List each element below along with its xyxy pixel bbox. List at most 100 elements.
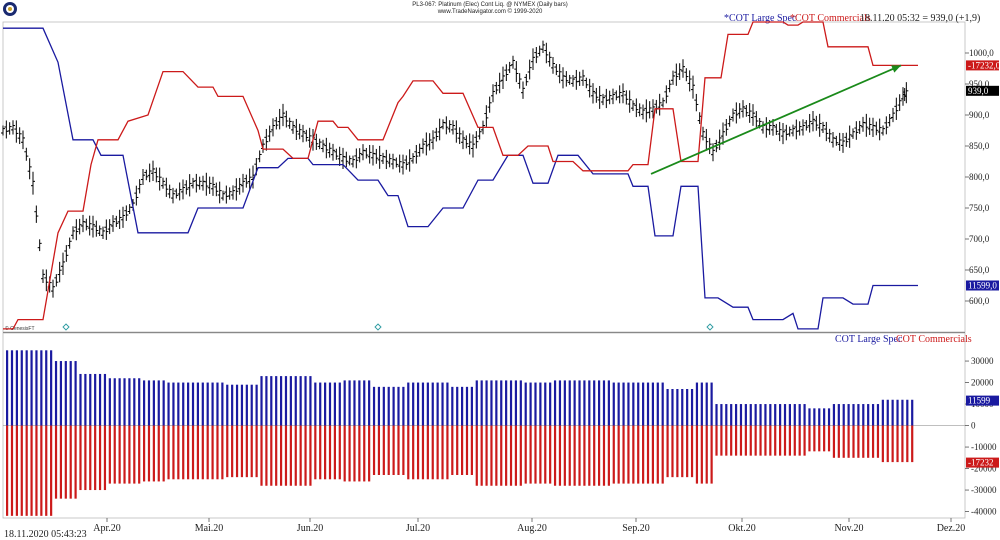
- large-spec-bar: [240, 384, 244, 426]
- commercials-bar: [191, 425, 195, 480]
- large-spec-bar: [309, 376, 312, 426]
- commercials-bar: [152, 425, 155, 482]
- large-spec-bar: [128, 378, 131, 426]
- commercials-bar: [470, 425, 473, 475]
- large-spec-bar: [40, 350, 43, 426]
- large-spec-bar: [231, 384, 234, 426]
- commercials-bar: [358, 425, 361, 482]
- commercials-bar: [133, 425, 136, 484]
- large-spec-bar: [563, 380, 566, 426]
- large-spec-bar: [490, 380, 493, 426]
- commercials-bar: [656, 425, 659, 484]
- commercials-bar: [666, 425, 669, 478]
- commercials-bar: [876, 425, 880, 458]
- commercials-bar: [465, 425, 469, 475]
- commercials-bar: [505, 425, 508, 486]
- commercials-bar: [514, 425, 518, 486]
- commercials-bar: [749, 425, 752, 456]
- large-spec-bar: [387, 386, 390, 426]
- large-spec-bar: [734, 404, 738, 426]
- commercials-bar: [431, 425, 434, 480]
- cot-axis-label: 30000: [971, 356, 994, 366]
- commercials-bar: [6, 425, 9, 516]
- commercials-bar: [279, 425, 283, 486]
- date-axis-label: Okt.20: [728, 523, 756, 534]
- large-spec-bar: [392, 386, 395, 426]
- genesis-watermark: © GenesisFT: [5, 325, 35, 332]
- commercials-bar: [206, 425, 209, 480]
- date-axis-label: Aug.20: [517, 523, 547, 534]
- cot-axis-label: 20000: [971, 378, 994, 388]
- commercials-bar: [108, 425, 111, 484]
- large-spec-bar: [294, 376, 297, 426]
- large-spec-bar: [108, 378, 111, 426]
- cot-large-spec-tag: [966, 395, 999, 406]
- large-spec-bar: [172, 382, 175, 426]
- large-spec-bar: [671, 389, 674, 426]
- commercials-bar: [270, 425, 273, 486]
- large-spec-bar: [686, 389, 689, 426]
- commercials-bar: [182, 425, 185, 480]
- event-marker-icon: [706, 323, 714, 331]
- large-spec-bar: [426, 382, 429, 426]
- large-spec-bar: [607, 380, 610, 426]
- large-spec-bar: [79, 373, 82, 426]
- cot-axis-label: 0: [971, 421, 976, 431]
- legend-quote: 18.11.20 05:32 = 939,0 (+1,9): [860, 13, 980, 24]
- large-spec-bar: [690, 389, 694, 426]
- commercials-bar: [284, 425, 288, 486]
- large-spec-bar: [842, 404, 845, 426]
- commercials-bar: [867, 425, 870, 458]
- commercials-bar: [94, 425, 97, 491]
- commercials-bar: [549, 425, 552, 484]
- commercials-bar: [490, 425, 493, 486]
- commercials-bar: [260, 425, 263, 486]
- commercials-bar: [862, 425, 865, 458]
- large-spec-line: [3, 27, 918, 330]
- price-axis-label: 600,0: [969, 296, 990, 306]
- large-spec-bar: [656, 382, 659, 426]
- large-spec-bar: [206, 382, 209, 426]
- commercials-bar: [10, 425, 14, 516]
- large-spec-bar: [30, 350, 33, 426]
- commercials-bar: [774, 425, 777, 456]
- large-spec-bar: [705, 382, 708, 426]
- commercials-bar: [397, 425, 400, 475]
- commercials-bar: [123, 425, 126, 484]
- commercials-bar: [89, 425, 92, 491]
- date-axis-label: Jun.20: [297, 523, 323, 534]
- commercials-bar: [651, 425, 655, 484]
- commercials-bar: [803, 425, 806, 456]
- commercials-bar: [544, 425, 547, 484]
- commercials-bar: [128, 425, 131, 484]
- large-spec-bar: [407, 382, 410, 426]
- large-spec-bar: [901, 399, 904, 426]
- large-spec-bar: [485, 380, 488, 426]
- large-spec-bar: [480, 380, 483, 426]
- large-spec-bar: [588, 380, 591, 426]
- commercials-bar: [622, 425, 625, 484]
- commercials-bar: [588, 425, 591, 486]
- date-axis-label: Apr.20: [93, 523, 121, 534]
- commercials-bar: [607, 425, 610, 486]
- commercials-bar: [353, 425, 356, 482]
- cot-axis-label: -10000: [971, 442, 997, 452]
- large-spec-bar: [788, 404, 791, 426]
- commercials-bar: [681, 425, 684, 478]
- price-axis-label: 900,0: [969, 110, 990, 120]
- large-spec-bar: [338, 382, 341, 426]
- large-spec-bar: [98, 373, 102, 426]
- commercials-bar: [485, 425, 488, 486]
- commercials-bar: [299, 425, 302, 486]
- commercials-bar: [837, 425, 840, 458]
- cot-axis-label: -40000: [971, 507, 997, 517]
- commercials-bar: [827, 425, 831, 452]
- large-spec-bar: [783, 404, 787, 426]
- commercials-bar: [597, 425, 601, 486]
- commercials-bar: [187, 425, 190, 480]
- commercials-bar: [421, 425, 425, 480]
- commercials-bar: [79, 425, 82, 491]
- legend-commercials: *COT Commercials: [790, 13, 871, 24]
- large-spec-bar: [265, 376, 268, 426]
- large-spec-bar: [808, 408, 811, 426]
